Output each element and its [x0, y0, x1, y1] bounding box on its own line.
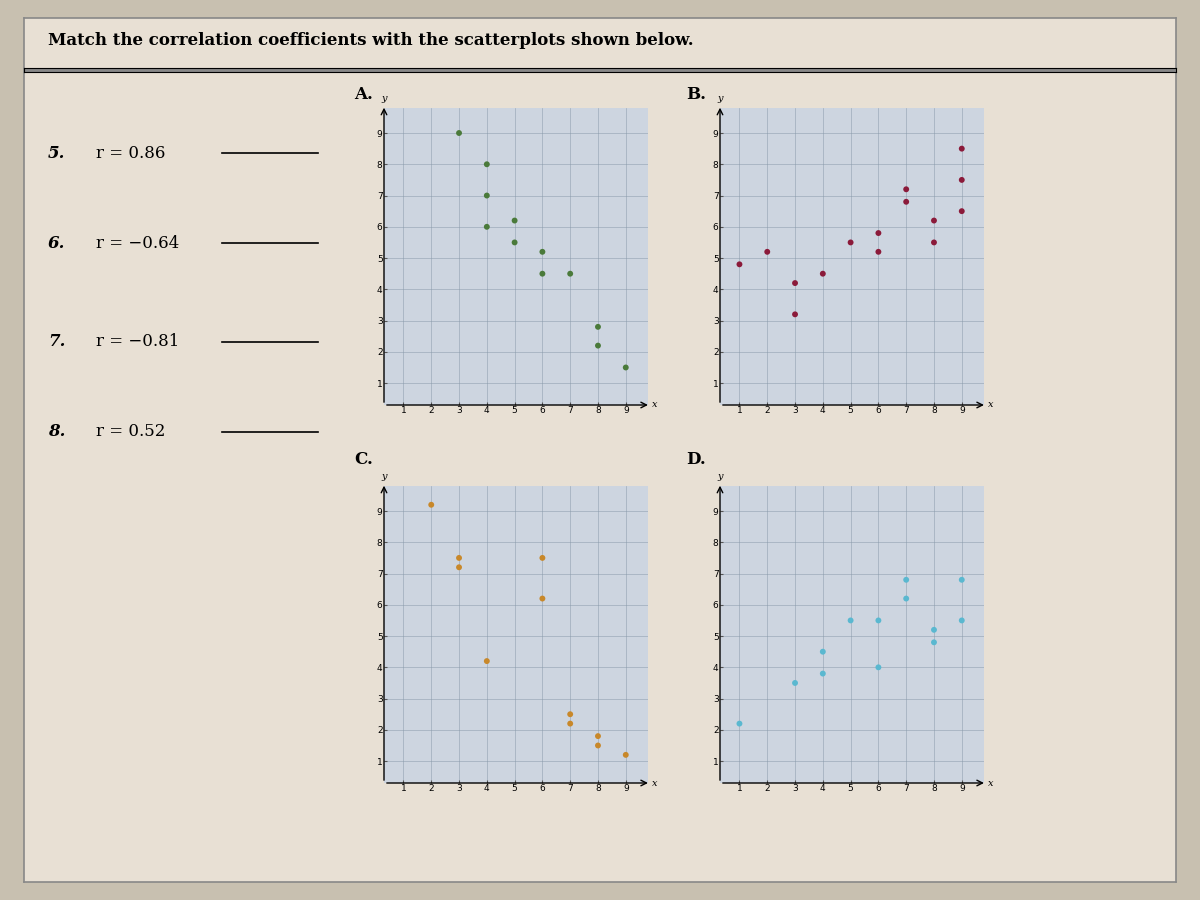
- Point: [757, 245, 776, 259]
- Point: [952, 572, 971, 587]
- Point: [478, 220, 497, 234]
- Point: [786, 276, 805, 291]
- Point: [896, 194, 916, 209]
- Point: [533, 591, 552, 606]
- Point: [896, 182, 916, 196]
- Point: [924, 235, 943, 249]
- Point: [588, 338, 607, 353]
- Text: r = −0.81: r = −0.81: [96, 334, 179, 350]
- Text: r = 0.86: r = 0.86: [96, 145, 166, 161]
- Point: [924, 213, 943, 228]
- Point: [505, 213, 524, 228]
- Point: [730, 716, 749, 731]
- Point: [616, 360, 635, 374]
- Point: [786, 676, 805, 690]
- Point: [478, 158, 497, 172]
- Point: [952, 141, 971, 156]
- Text: x: x: [988, 400, 994, 410]
- Point: [952, 204, 971, 219]
- Point: [924, 623, 943, 637]
- Text: x: x: [652, 778, 658, 788]
- Point: [841, 235, 860, 249]
- Point: [869, 613, 888, 627]
- Text: r = 0.52: r = 0.52: [96, 424, 166, 440]
- Point: [560, 716, 580, 731]
- Point: [952, 173, 971, 187]
- Point: [478, 188, 497, 202]
- Text: D.: D.: [686, 451, 706, 467]
- Point: [588, 320, 607, 334]
- Point: [786, 307, 805, 321]
- Text: y: y: [718, 472, 722, 482]
- Point: [869, 245, 888, 259]
- Text: 6.: 6.: [48, 235, 65, 251]
- Point: [533, 266, 552, 281]
- Point: [560, 707, 580, 722]
- Point: [421, 498, 440, 512]
- Text: C.: C.: [354, 451, 373, 467]
- Point: [896, 572, 916, 587]
- Point: [924, 635, 943, 650]
- Point: [505, 235, 524, 249]
- Text: x: x: [652, 400, 658, 410]
- Text: x: x: [988, 778, 994, 788]
- Point: [533, 245, 552, 259]
- Text: B.: B.: [686, 86, 707, 103]
- Point: [814, 644, 833, 659]
- Point: [952, 613, 971, 627]
- Point: [814, 666, 833, 680]
- Point: [560, 266, 580, 281]
- Point: [730, 257, 749, 272]
- Point: [588, 738, 607, 752]
- Point: [450, 126, 469, 140]
- Point: [478, 654, 497, 669]
- Text: 8.: 8.: [48, 424, 65, 440]
- Point: [869, 660, 888, 674]
- Text: Match the correlation coefficients with the scatterplots shown below.: Match the correlation coefficients with …: [48, 32, 694, 49]
- Point: [616, 748, 635, 762]
- Text: 5.: 5.: [48, 145, 65, 161]
- Text: y: y: [382, 94, 386, 104]
- Point: [814, 266, 833, 281]
- Text: y: y: [382, 472, 386, 482]
- Text: y: y: [718, 94, 722, 104]
- Text: A.: A.: [354, 86, 373, 103]
- Text: 7.: 7.: [48, 334, 65, 350]
- Point: [896, 591, 916, 606]
- Text: r = −0.64: r = −0.64: [96, 235, 179, 251]
- Point: [533, 551, 552, 565]
- Point: [588, 729, 607, 743]
- Point: [869, 226, 888, 240]
- Point: [841, 613, 860, 627]
- Point: [450, 551, 469, 565]
- Point: [450, 560, 469, 574]
